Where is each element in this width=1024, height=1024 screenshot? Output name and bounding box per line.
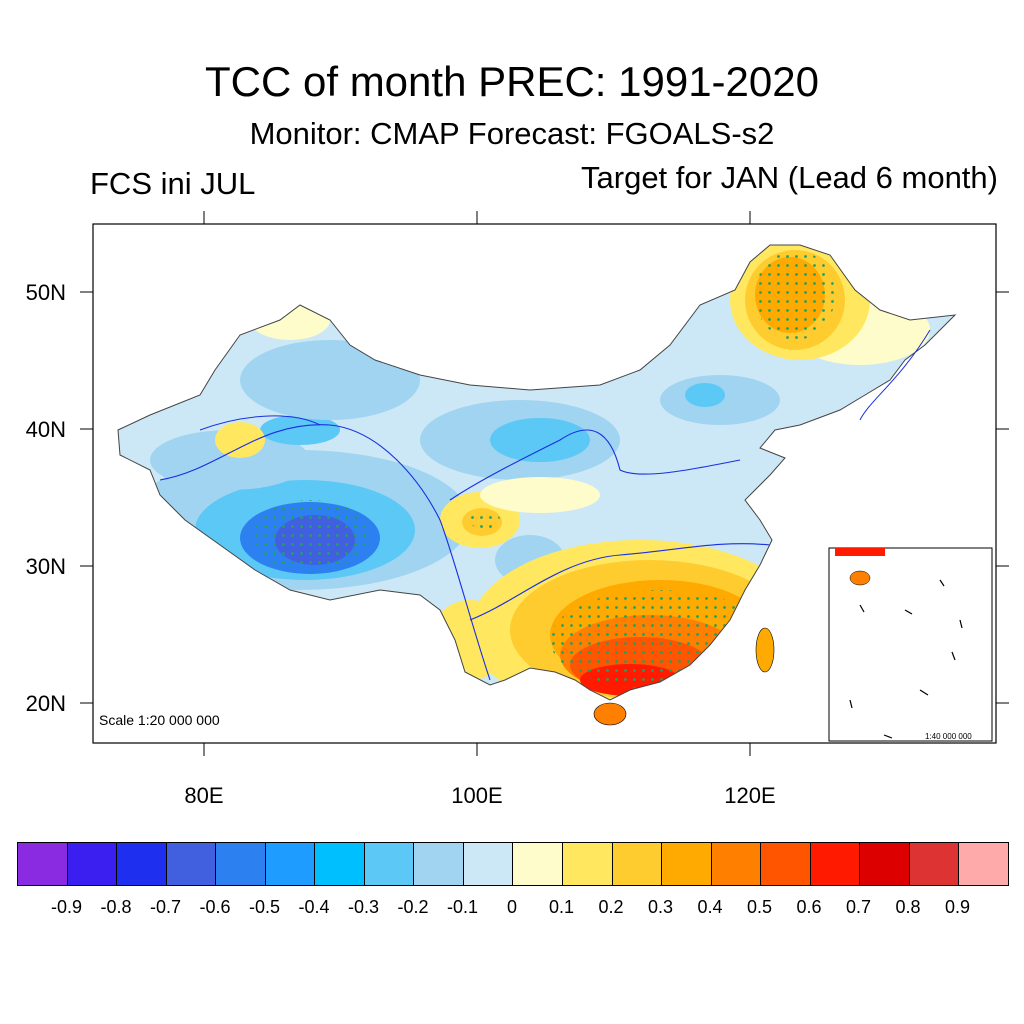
hainan-island bbox=[593, 702, 627, 726]
x-tick-label: 120E bbox=[724, 783, 776, 808]
colorbar-segment bbox=[909, 843, 960, 885]
colorbar-segment bbox=[315, 843, 365, 885]
colorbar-segment bbox=[959, 843, 1008, 885]
colorbar-label: -0.4 bbox=[298, 897, 330, 917]
colorbar-label: 0.7 bbox=[845, 897, 872, 917]
y-axis-ticks bbox=[80, 211, 1009, 756]
colorbar-segment bbox=[67, 843, 118, 885]
colorbar-segment bbox=[216, 843, 266, 885]
colorbar-label: -0.2 bbox=[397, 897, 429, 917]
colorbar-segment bbox=[761, 843, 811, 885]
colorbar-label: -0.5 bbox=[248, 897, 281, 917]
x-tick-label: 100E bbox=[451, 783, 503, 808]
colorbar-label: -0.8 bbox=[100, 897, 132, 917]
colorbar-label: -0.7 bbox=[149, 897, 182, 917]
colorbar-segment bbox=[612, 843, 663, 885]
yangtze-river bbox=[469, 543, 771, 621]
yangtze-upper-river bbox=[159, 424, 491, 681]
target-label: Target for JAN (Lead 6 month) bbox=[581, 160, 998, 195]
y-tick-label: 50N bbox=[25, 280, 66, 305]
map-title: TCC of month PREC: 1991-2020 bbox=[205, 58, 819, 105]
colorbar-segment bbox=[711, 843, 762, 885]
map-subtitle: Monitor: CMAP Forecast: FGOALS-s2 bbox=[249, 116, 775, 151]
inset-hainan bbox=[849, 570, 871, 586]
initialization-label: FCS ini JUL bbox=[90, 166, 256, 201]
colorbar-segment bbox=[166, 843, 217, 885]
colorbar-label: 0.2 bbox=[598, 897, 624, 917]
inset-scale-label: 1:40 000 000 bbox=[925, 732, 972, 741]
inset-coast-fill bbox=[835, 548, 885, 556]
colorbar-label: -0.9 bbox=[50, 897, 83, 917]
colorbar-label: 0.3 bbox=[647, 897, 674, 917]
colorbar-label: 0 bbox=[506, 897, 517, 917]
map-scale-label: Scale 1:20 000 000 bbox=[99, 712, 220, 728]
colorbar-segment bbox=[860, 843, 910, 885]
colorbar-label: 0.4 bbox=[697, 897, 723, 917]
colorbar bbox=[17, 842, 1009, 886]
colorbar-segment bbox=[662, 843, 712, 885]
colorbar-label: 0.6 bbox=[796, 897, 822, 917]
y-tick-label: 20N bbox=[25, 691, 66, 716]
tarim-river bbox=[199, 415, 321, 431]
x-tick-label: 80E bbox=[184, 783, 224, 808]
colorbar-segment bbox=[414, 843, 464, 885]
yellow-river bbox=[449, 429, 741, 501]
colorbar-segment bbox=[810, 843, 861, 885]
colorbar-segment bbox=[563, 843, 613, 885]
colorbar-segment bbox=[364, 843, 415, 885]
colorbar-label: -0.3 bbox=[347, 897, 380, 917]
colorbar-label: 0.1 bbox=[548, 897, 575, 917]
taiwan-island bbox=[755, 627, 775, 673]
colorbar-label: 0.8 bbox=[895, 897, 921, 917]
inset-dash-line bbox=[849, 579, 963, 739]
y-tick-label: 40N bbox=[25, 417, 66, 442]
colorbar-segment bbox=[463, 843, 514, 885]
y-tick-label: 30N bbox=[25, 554, 66, 579]
amur-river bbox=[859, 329, 931, 421]
colorbar-segment bbox=[265, 843, 316, 885]
colorbar-label: -0.6 bbox=[199, 897, 231, 917]
colorbar-segment bbox=[117, 843, 167, 885]
colorbar-label: -0.1 bbox=[446, 897, 479, 917]
colorbar-segment bbox=[18, 843, 68, 885]
china-border bbox=[117, 244, 957, 701]
colorbar-label: 0.9 bbox=[944, 897, 971, 917]
colorbar-label: 0.5 bbox=[746, 897, 773, 917]
colorbar-segment bbox=[513, 843, 564, 885]
